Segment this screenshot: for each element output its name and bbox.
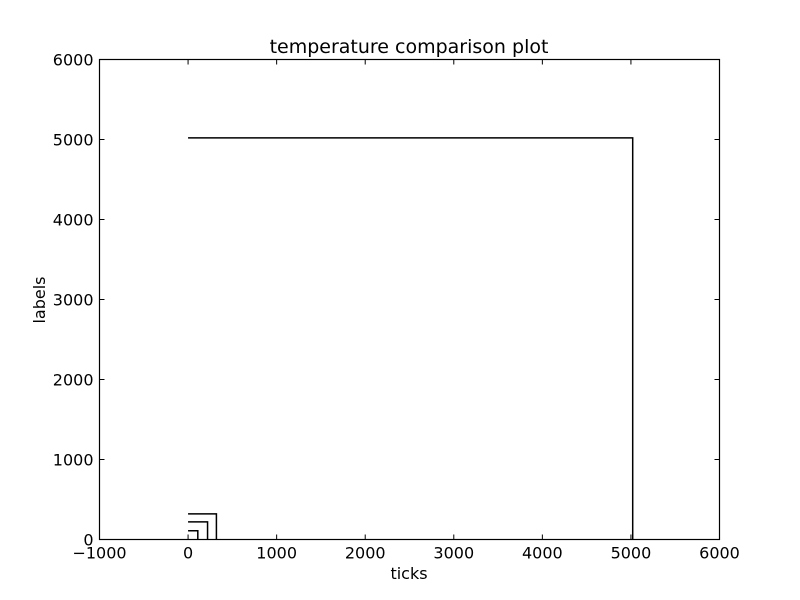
y-tick-label: 5000 <box>53 131 94 150</box>
series-layer <box>188 137 634 540</box>
x-tick-label: 2000 <box>345 544 386 563</box>
y-tick-label: 6000 <box>53 51 94 70</box>
y-tick-label: 1000 <box>53 451 94 470</box>
ticks-layer: −1000 0 1000 2000 3000 4000 5000 60000100020003… <box>53 51 740 563</box>
y-tick-label: 2000 <box>53 371 94 390</box>
x-tick-label: 6000 <box>699 544 740 563</box>
y-tick-label: 3000 <box>53 291 94 310</box>
plot-frame <box>98 58 721 541</box>
x-tick-label: 4000 <box>522 544 563 563</box>
y-tick-label: 0 <box>83 531 93 550</box>
y-axis-label: labels <box>30 276 49 323</box>
x-tick-label: 0 <box>183 544 193 563</box>
series-line-2 <box>188 521 209 540</box>
series-line-3 <box>188 513 218 540</box>
x-tick-label: −1000 <box>72 544 126 563</box>
x-tick-label: 5000 <box>611 544 652 563</box>
y-tick-label: 4000 <box>53 211 94 230</box>
x-axis-label: ticks <box>390 564 427 583</box>
series-line-1 <box>188 529 199 540</box>
chart-title: temperature comparison plot <box>270 36 549 58</box>
series-line-4 <box>188 137 634 540</box>
x-tick-label: 3000 <box>433 544 474 563</box>
x-tick-label: 1000 <box>256 544 297 563</box>
